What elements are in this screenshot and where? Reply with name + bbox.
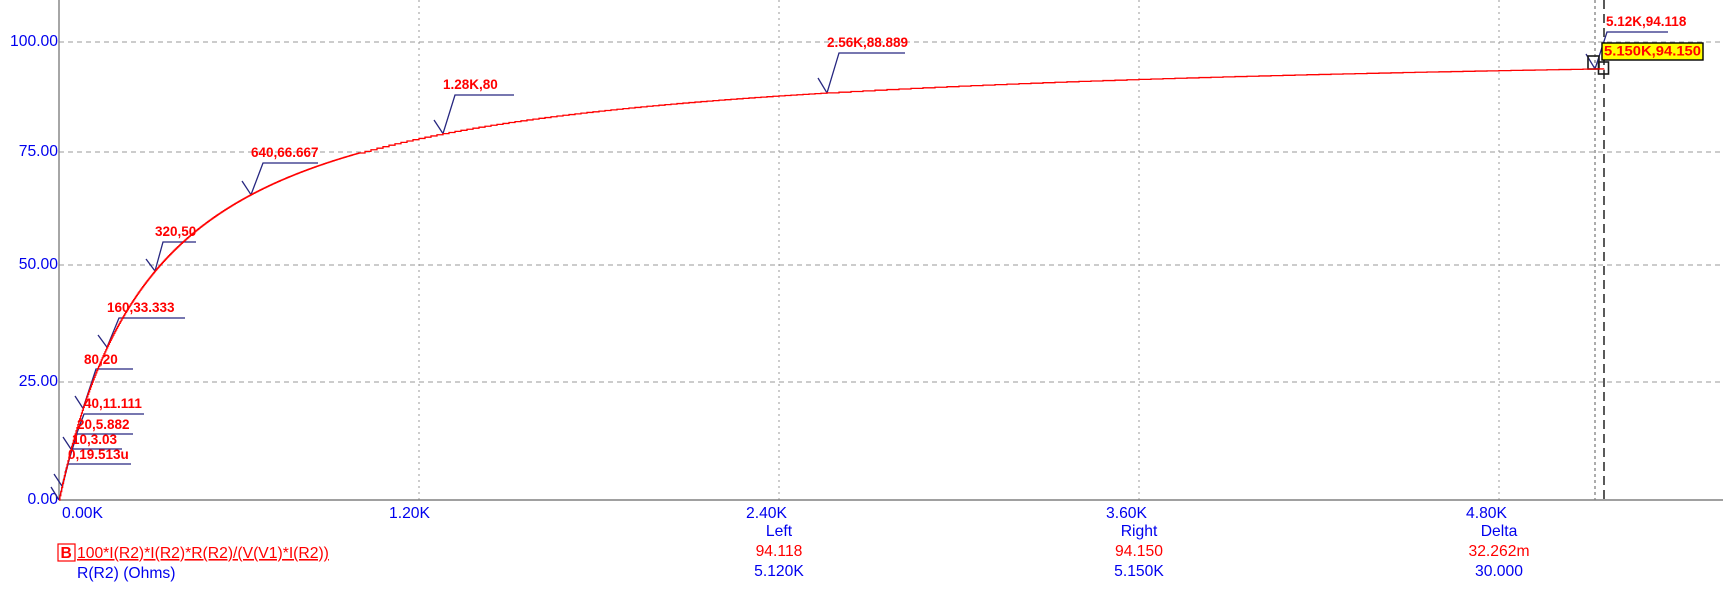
svg-text:94.118: 94.118 — [756, 543, 803, 560]
svg-text:40,11.111: 40,11.111 — [84, 396, 142, 411]
svg-text:2.40K: 2.40K — [746, 505, 788, 522]
svg-text:0,19.513u: 0,19.513u — [68, 447, 129, 462]
svg-text:50.00: 50.00 — [19, 256, 59, 273]
svg-text:Right: Right — [1121, 523, 1158, 540]
svg-text:3.60K: 3.60K — [1106, 505, 1148, 522]
svg-text:5.12K,94.118: 5.12K,94.118 — [1606, 14, 1687, 29]
svg-text:94.150: 94.150 — [1115, 543, 1163, 560]
svg-text:30.000: 30.000 — [1475, 563, 1523, 580]
svg-text:640,66.667: 640,66.667 — [251, 145, 319, 160]
svg-text:Delta: Delta — [1481, 523, 1518, 540]
svg-text:160,33.333: 160,33.333 — [107, 300, 175, 315]
svg-text:75.00: 75.00 — [19, 143, 59, 160]
svg-text:32.262m: 32.262m — [1468, 543, 1529, 560]
svg-text:4.80K: 4.80K — [1466, 505, 1508, 522]
svg-text:25.00: 25.00 — [19, 373, 59, 390]
svg-text:0.00K: 0.00K — [62, 505, 104, 522]
svg-text:20,5.882: 20,5.882 — [77, 417, 130, 432]
svg-text:R(R2) (Ohms): R(R2) (Ohms) — [77, 565, 175, 582]
svg-text:100.00: 100.00 — [10, 33, 58, 50]
svg-text:0.00: 0.00 — [27, 491, 58, 508]
svg-text:5.150K: 5.150K — [1114, 563, 1164, 580]
svg-text:5.120K: 5.120K — [754, 563, 804, 580]
svg-text:B: B — [61, 545, 72, 562]
svg-text:2.56K,88.889: 2.56K,88.889 — [827, 35, 908, 50]
svg-text:Left: Left — [766, 523, 793, 540]
svg-text:10,3.03: 10,3.03 — [72, 432, 118, 447]
svg-text:1.20K: 1.20K — [389, 505, 431, 522]
svg-text:5.150K,94.150: 5.150K,94.150 — [1604, 43, 1701, 59]
svg-text:100*I(R2)*I(R2)*R(R2)/(V(V1)*I: 100*I(R2)*I(R2)*R(R2)/(V(V1)*I(R2)) — [77, 545, 329, 562]
svg-text:1.28K,80: 1.28K,80 — [443, 77, 498, 92]
